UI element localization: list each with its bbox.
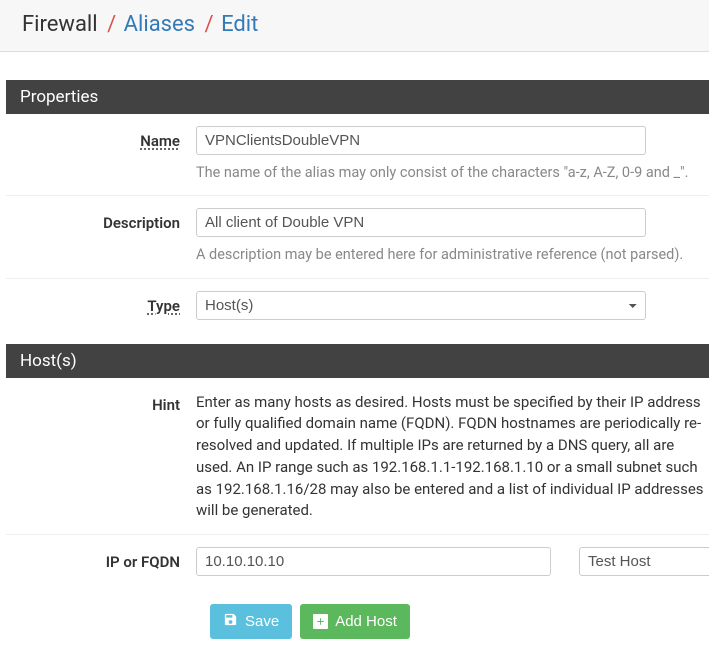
breadcrumb-sep: / <box>205 12 214 37</box>
save-button[interactable]: Save <box>210 604 292 639</box>
label-name: Name <box>6 126 196 150</box>
hosts-header: Host(s) <box>6 344 709 378</box>
input-ip[interactable] <box>196 547 551 576</box>
select-type[interactable]: Host(s) <box>196 291 646 320</box>
plus-icon <box>313 614 328 629</box>
row-hint: Hint Enter as many hosts as desired. Hos… <box>6 378 709 536</box>
row-name: Name The name of the alias may only cons… <box>6 114 709 196</box>
add-host-button[interactable]: Add Host <box>300 604 410 639</box>
help-description: A description may be entered here for ad… <box>196 245 705 265</box>
label-hint: Hint <box>6 390 196 414</box>
input-description[interactable] <box>196 208 646 237</box>
row-type: Type Host(s) <box>6 279 709 332</box>
input-ip-description[interactable] <box>579 547 709 576</box>
breadcrumb: Firewall / Aliases / Edit <box>0 0 709 52</box>
save-label: Save <box>245 613 279 630</box>
input-name[interactable] <box>196 126 646 155</box>
breadcrumb-sep: / <box>107 12 116 37</box>
crumb-edit[interactable]: Edit <box>221 12 258 37</box>
save-icon <box>223 612 238 631</box>
add-host-label: Add Host <box>335 613 397 630</box>
row-ip: IP or FQDN <box>6 535 709 592</box>
crumb-aliases[interactable]: Aliases <box>124 12 195 37</box>
properties-panel: Properties Name The name of the alias ma… <box>6 80 709 332</box>
properties-header: Properties <box>6 80 709 114</box>
row-description: Description A description may be entered… <box>6 196 709 278</box>
hosts-panel: Host(s) Hint Enter as many hosts as desi… <box>6 344 709 593</box>
hint-text: Enter as many hosts as desired. Hosts mu… <box>196 390 705 523</box>
label-ip: IP or FQDN <box>6 547 196 571</box>
button-row: Save Add Host <box>20 592 709 651</box>
crumb-firewall: Firewall <box>22 12 98 37</box>
help-name: The name of the alias may only consist o… <box>196 163 705 183</box>
label-description: Description <box>6 208 196 232</box>
label-type: Type <box>6 291 196 315</box>
